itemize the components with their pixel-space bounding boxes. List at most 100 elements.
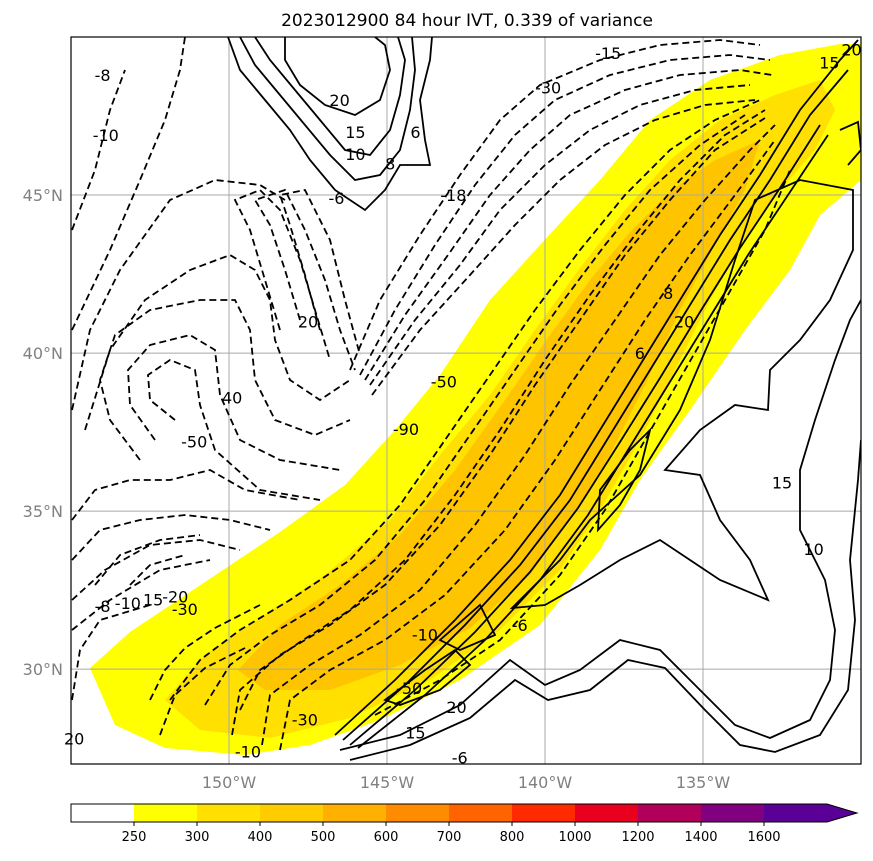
- svg-text:15: 15: [405, 723, 425, 742]
- ivt-region-400: [238, 140, 760, 690]
- map-frame: [70, 36, 862, 765]
- contour-label: -6: [452, 749, 468, 768]
- contour-label: -18: [440, 186, 466, 205]
- colorbar-tick-label: 250: [122, 830, 147, 845]
- positive-contours-east: [334, 39, 861, 761]
- svg-text:40: 40: [222, 388, 242, 407]
- svg-text:8: 8: [663, 284, 673, 303]
- svg-text:10: 10: [345, 145, 365, 164]
- lon-tick-label: 150°W: [202, 773, 257, 792]
- svg-text:-10: -10: [412, 625, 438, 644]
- lat-tick-label: 45°N: [23, 186, 63, 205]
- svg-text:-10: -10: [93, 126, 119, 145]
- contour-label: 20: [841, 41, 861, 60]
- contour-label: -6: [512, 616, 528, 635]
- colorbar-segment: [260, 804, 323, 822]
- contour-label: 6: [635, 344, 645, 363]
- svg-text:-50: -50: [396, 679, 422, 698]
- contour-label: -10: [115, 594, 141, 613]
- contour-label: 8: [385, 154, 395, 173]
- contour-label: -30: [292, 711, 318, 730]
- colorbar: 250 300 400 500 600 700 800 1000 1200 1400 1600: [70, 803, 859, 845]
- colorbar-outline: [70, 803, 859, 823]
- svg-text:6: 6: [410, 123, 420, 142]
- colorbar-tick-label: 400: [248, 830, 273, 845]
- contour-label: -6: [328, 189, 344, 208]
- colorbar-tick-label: 1400: [684, 830, 717, 845]
- contour-label: -90: [393, 420, 419, 439]
- contour-label: 10: [803, 540, 823, 559]
- colorbar-segment: [71, 804, 134, 822]
- svg-text:-8: -8: [95, 597, 111, 616]
- colorbar-segment: [134, 804, 197, 822]
- colorbar-segment: [512, 804, 575, 822]
- contour-label: 20: [329, 91, 349, 110]
- colorbar-tick-label: 700: [437, 830, 462, 845]
- colorbar-tick-label: 1600: [747, 830, 780, 845]
- colorbar-segment: [764, 804, 827, 822]
- svg-text:-6: -6: [512, 616, 528, 635]
- contour-label: -8: [95, 597, 111, 616]
- svg-text:20: 20: [841, 41, 861, 60]
- colorbar-segment: [449, 804, 512, 822]
- svg-text:-6: -6: [328, 189, 344, 208]
- contour-label: 8: [663, 284, 673, 303]
- svg-text:-10: -10: [115, 594, 141, 613]
- svg-text:6: 6: [635, 344, 645, 363]
- svg-text:-30: -30: [172, 600, 198, 619]
- contour-label: -15: [595, 44, 621, 63]
- svg-text:-50: -50: [431, 373, 457, 392]
- contour-label: -30: [535, 79, 561, 98]
- contour-label: 20: [64, 730, 84, 749]
- contour-label: 20: [446, 698, 466, 717]
- lon-tick-label: 135°W: [676, 773, 731, 792]
- negative-contours-west: [71, 37, 361, 701]
- svg-text:-30: -30: [292, 711, 318, 730]
- svg-text:20: 20: [64, 730, 84, 749]
- contour-label: 20: [674, 312, 694, 331]
- contour-label: 15: [772, 474, 792, 493]
- svg-text:20: 20: [674, 312, 694, 331]
- colorbar-tick-label: 600: [374, 830, 399, 845]
- svg-text:-50: -50: [181, 433, 207, 452]
- contour-label: 15: [405, 723, 425, 742]
- svg-text:-20: -20: [162, 587, 188, 606]
- colorbar-extend-arrow: [827, 804, 857, 822]
- contour-label: -50: [181, 433, 207, 452]
- svg-text:-30: -30: [535, 79, 561, 98]
- contour-label: -10: [235, 742, 261, 761]
- svg-text:15: 15: [772, 474, 792, 493]
- contour-label: 10: [345, 145, 365, 164]
- colorbar-tick-label: 500: [311, 830, 336, 845]
- axis-tick-labels: 150°W 145°W 140°W 135°W 45°N 40°N 35°N 30°N: [23, 186, 731, 792]
- lon-tick-label: 145°W: [360, 773, 415, 792]
- lat-tick-label: 40°N: [23, 344, 63, 363]
- ivt-filled-contours: [90, 44, 861, 755]
- colorbar-segment: [701, 804, 764, 822]
- positive-contours-north: [227, 37, 433, 212]
- svg-text:-90: -90: [393, 420, 419, 439]
- contour-label: 40: [222, 388, 242, 407]
- svg-text:-18: -18: [440, 186, 466, 205]
- contour-label: -50: [396, 679, 422, 698]
- svg-text:-8: -8: [95, 66, 111, 85]
- contour-label: 20: [298, 312, 318, 331]
- svg-text:20: 20: [298, 312, 318, 331]
- svg-text:15: 15: [143, 591, 163, 610]
- colorbar-segment: [575, 804, 638, 822]
- chart-title: 2023012900 84 hour IVT, 0.339 of varianc…: [281, 11, 653, 31]
- svg-text:-15: -15: [595, 44, 621, 63]
- contour-label: -30: [172, 600, 198, 619]
- contour-label: -10: [412, 625, 438, 644]
- contour-label: -8: [95, 66, 111, 85]
- svg-text:20: 20: [329, 91, 349, 110]
- contour-label: -10: [93, 126, 119, 145]
- svg-text:15: 15: [345, 123, 365, 142]
- lat-tick-label: 30°N: [23, 660, 63, 679]
- svg-text:10: 10: [803, 540, 823, 559]
- colorbar-tick-label: 300: [185, 830, 210, 845]
- colorbar-segment: [386, 804, 449, 822]
- colorbar-segment: [323, 804, 386, 822]
